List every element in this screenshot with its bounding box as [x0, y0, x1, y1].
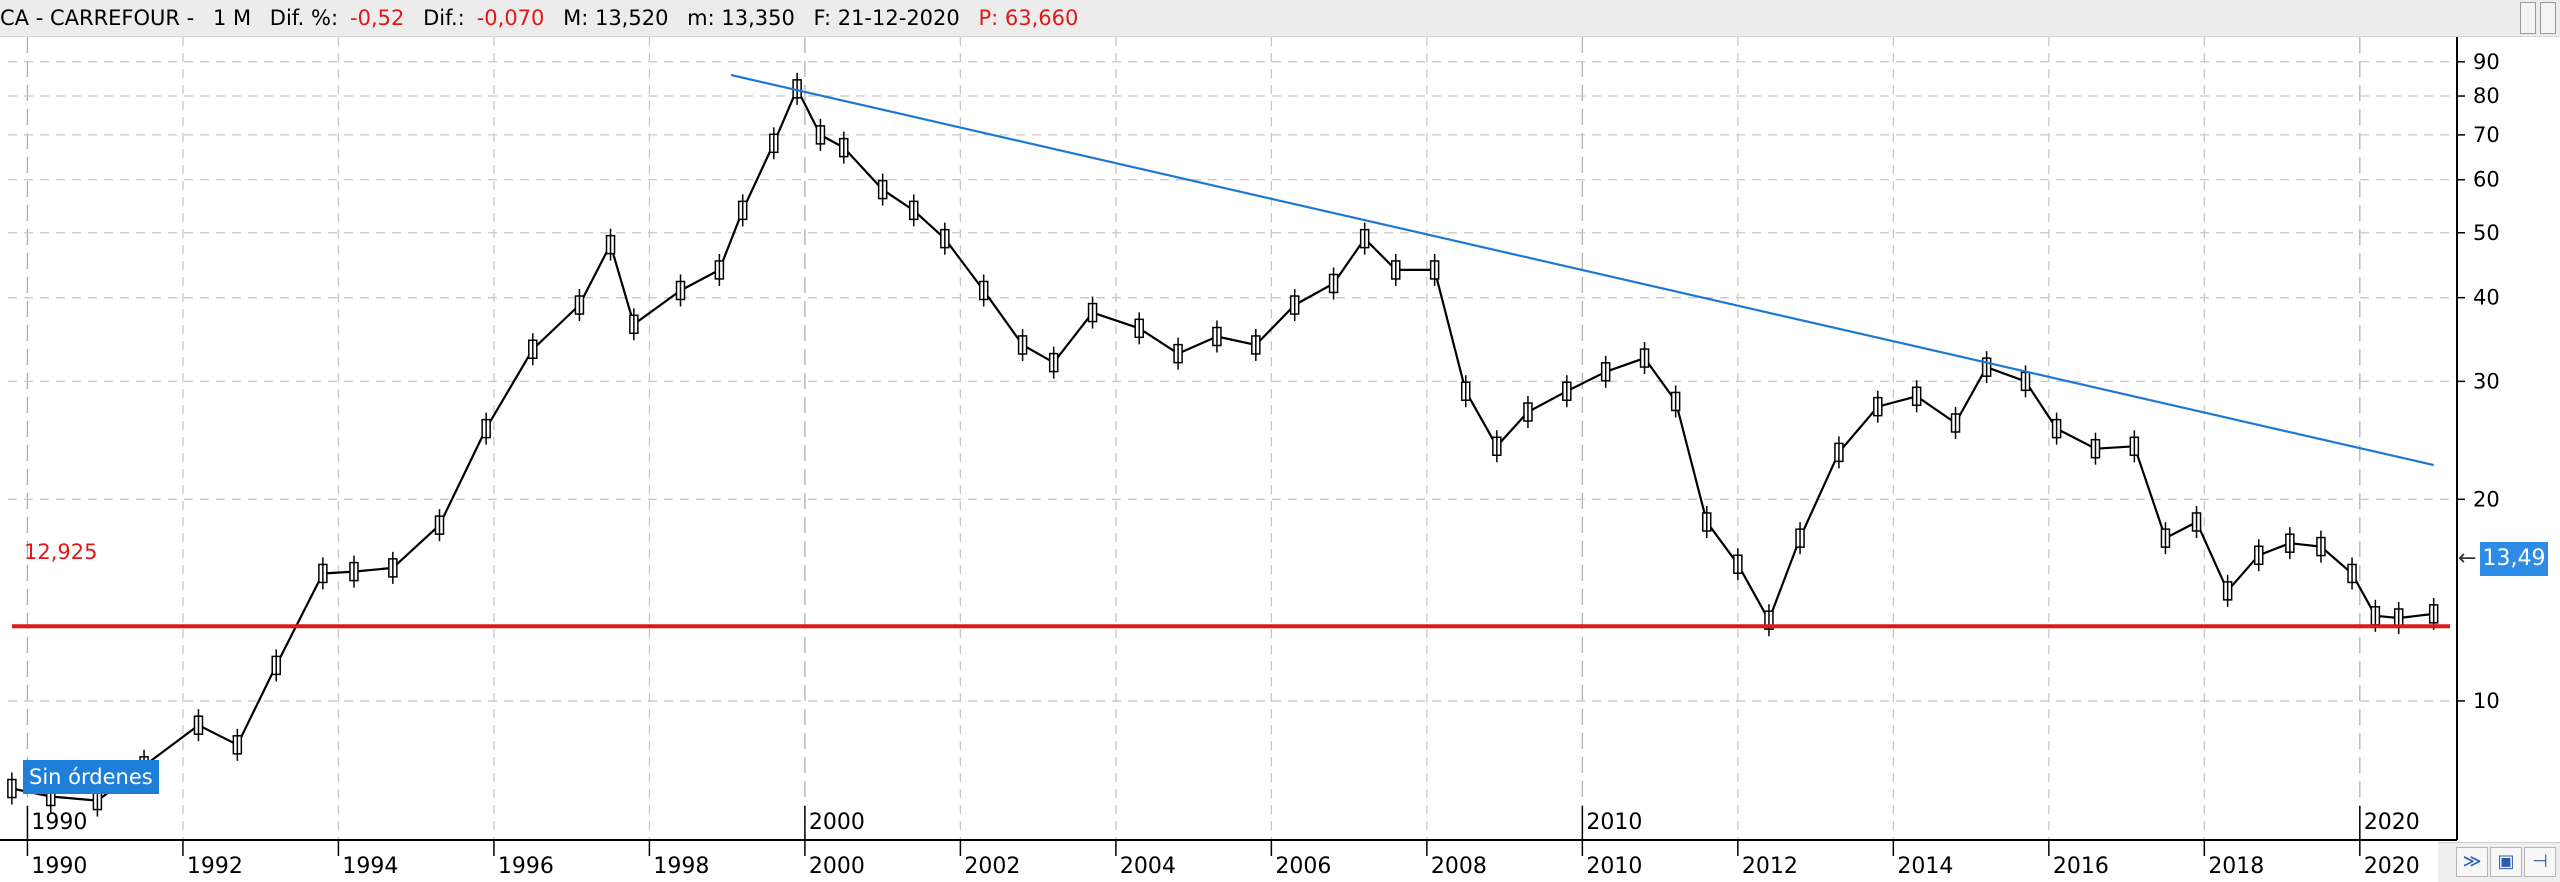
x-tick-label: 2020 [2364, 854, 2420, 879]
x-tick-label: 1994 [342, 854, 398, 879]
y-tick-label: 70 [2473, 123, 2500, 147]
y-tick-label: 10 [2473, 689, 2500, 713]
x-tick-label: 2002 [964, 854, 1020, 879]
y-tick-label: 30 [2473, 369, 2500, 393]
x-tick-label: 2008 [1431, 854, 1487, 879]
y-tick-label: 90 [2473, 50, 2500, 74]
grid [8, 37, 2457, 840]
dif-pct-label: Dif. %: [269, 6, 339, 30]
x-tick-label: 2016 [2053, 854, 2109, 879]
decade-label: 1990 [31, 810, 87, 835]
chart-title-bar: CA - CARREFOUR - 1 M Dif. %: -0,52 Dif.: -… [0, 0, 2560, 37]
date-label: F: 21-12-2020 [813, 6, 960, 30]
chart-corner-controls: ≫ ▣ ⊣ [2438, 842, 2560, 882]
last-price-arrow-icon: ← [2458, 546, 2477, 571]
y-tick-label: 40 [2473, 286, 2500, 310]
collapse-icon[interactable]: ≫ [2456, 847, 2488, 877]
minimize-button[interactable] [2520, 2, 2536, 34]
max-label: M: 13,520 [563, 6, 669, 30]
x-tick-label: 2018 [2208, 854, 2264, 879]
decade-label: 2000 [809, 810, 865, 835]
price-series-layer [7, 72, 2439, 817]
resistance-trendline [730, 73, 2434, 467]
support-level-label: 12,925 [24, 540, 98, 564]
decade-label: 2010 [1586, 810, 1642, 835]
x-tick-label: 1990 [31, 854, 87, 879]
x-tick-label: 2014 [1897, 854, 1953, 879]
axes: 10 20 30 40 50 60 70 80 90 1990 1992 1994 1996 1998 20… [0, 37, 2500, 879]
x-tick-label: 2006 [1275, 854, 1331, 879]
y-tick-label: 60 [2473, 168, 2500, 192]
pin-icon[interactable]: ⊣ [2524, 847, 2556, 877]
x-tick-label: 2004 [1120, 854, 1176, 879]
decade-label: 2020 [2364, 810, 2420, 835]
save-icon[interactable]: ▣ [2490, 847, 2522, 877]
p-label: P: 63,660 [978, 6, 1079, 30]
x-tick-label: 1996 [498, 854, 554, 879]
orders-badge[interactable]: Sin órdenes [23, 760, 159, 794]
window-buttons [2500, 0, 2560, 37]
y-tick-label: 50 [2473, 221, 2500, 245]
x-tick-label: 1998 [653, 854, 709, 879]
x-tick-label: 2000 [809, 854, 865, 879]
x-tick-label: 1992 [187, 854, 243, 879]
restore-button[interactable] [2540, 2, 2556, 34]
y-tick-label: 20 [2473, 487, 2500, 511]
dif-pct-value: -0,52 [350, 6, 405, 30]
x-tick-label: 2012 [1742, 854, 1798, 879]
timeframe-label[interactable]: 1 M [212, 6, 252, 30]
analysis-lines [12, 73, 2450, 629]
x-tick-label: 2010 [1586, 854, 1642, 879]
dif-value: -0,070 [476, 6, 545, 30]
last-price-badge: 13,49 [2480, 542, 2548, 576]
price-line [11, 87, 2434, 802]
min-label: m: 13,350 [687, 6, 795, 30]
symbol-label: CA - CARREFOUR - [0, 6, 195, 30]
y-tick-label: 80 [2473, 84, 2500, 108]
dif-label: Dif.: [423, 6, 465, 30]
